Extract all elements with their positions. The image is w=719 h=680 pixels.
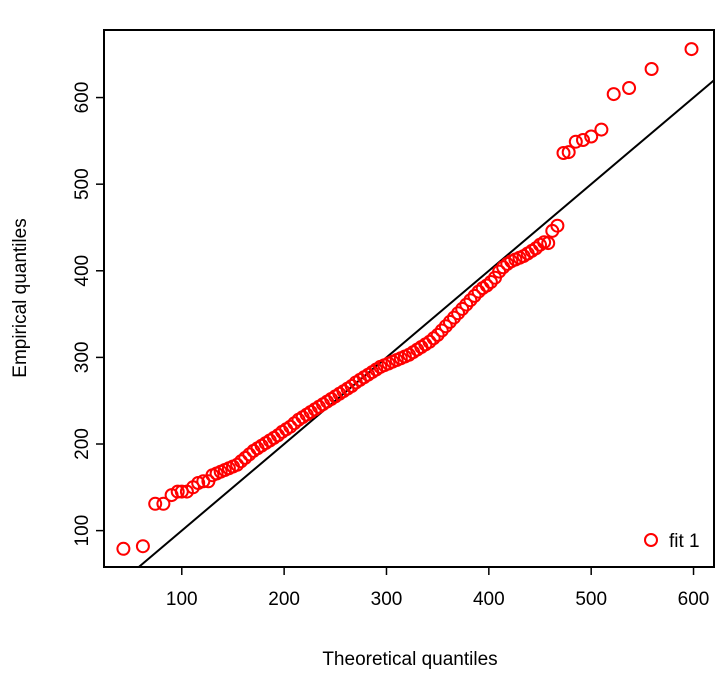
x-tick-label: 300 (371, 589, 403, 610)
x-tick-label: 200 (268, 589, 300, 610)
data-point (541, 236, 556, 251)
x-axis-title: Theoretical quantiles (322, 649, 497, 670)
y-axis: 100 200 300 400 500 600 (72, 82, 104, 547)
data-point (148, 496, 163, 511)
data-point (135, 539, 150, 554)
y-tick-label: 300 (72, 342, 93, 374)
data-point (442, 314, 457, 329)
data-point (426, 331, 441, 346)
x-axis: 100 200 300 400 500 600 (166, 567, 709, 610)
y-tick-label: 500 (72, 168, 93, 200)
data-point (438, 319, 453, 334)
data-point (422, 334, 437, 349)
data-point (492, 264, 507, 279)
data-point (568, 134, 583, 149)
reference-line (138, 79, 715, 568)
x-tick-label: 100 (166, 589, 198, 610)
data-point (556, 146, 571, 160)
data-point (463, 293, 478, 308)
data-point (684, 42, 699, 57)
y-tick-label: 600 (72, 82, 93, 114)
data-point (467, 288, 482, 303)
data-point (447, 310, 461, 325)
data-point (170, 484, 185, 499)
data-point (230, 457, 245, 472)
legend: fit 1 (644, 531, 700, 552)
data-point (434, 323, 449, 338)
data-point (479, 278, 494, 293)
y-tick-label: 200 (72, 428, 93, 460)
data-points (116, 42, 699, 556)
legend-marker-icon (644, 533, 658, 547)
data-point (455, 301, 470, 316)
data-point (451, 306, 466, 321)
data-point (622, 81, 637, 95)
data-point (483, 275, 498, 289)
data-point (644, 62, 659, 76)
data-point (238, 450, 253, 465)
data-point (459, 297, 474, 312)
data-point (116, 541, 131, 556)
data-point (584, 129, 599, 144)
x-tick-label: 600 (678, 589, 710, 610)
data-point (576, 133, 590, 147)
data-point (430, 327, 445, 342)
x-tick-label: 400 (473, 589, 505, 610)
y-axis-title: Empirical quantiles (10, 218, 31, 377)
x-tick-label: 500 (575, 589, 607, 610)
data-point (550, 218, 565, 233)
data-point (561, 145, 576, 160)
legend-label-fit-1: fit 1 (669, 531, 700, 552)
data-point (156, 496, 171, 511)
data-point (594, 122, 609, 137)
data-point (606, 87, 621, 102)
data-point (283, 419, 298, 434)
plot-frame (103, 29, 715, 568)
y-tick-label: 100 (72, 515, 93, 547)
y-tick-label: 400 (72, 255, 93, 287)
data-point (234, 454, 249, 469)
